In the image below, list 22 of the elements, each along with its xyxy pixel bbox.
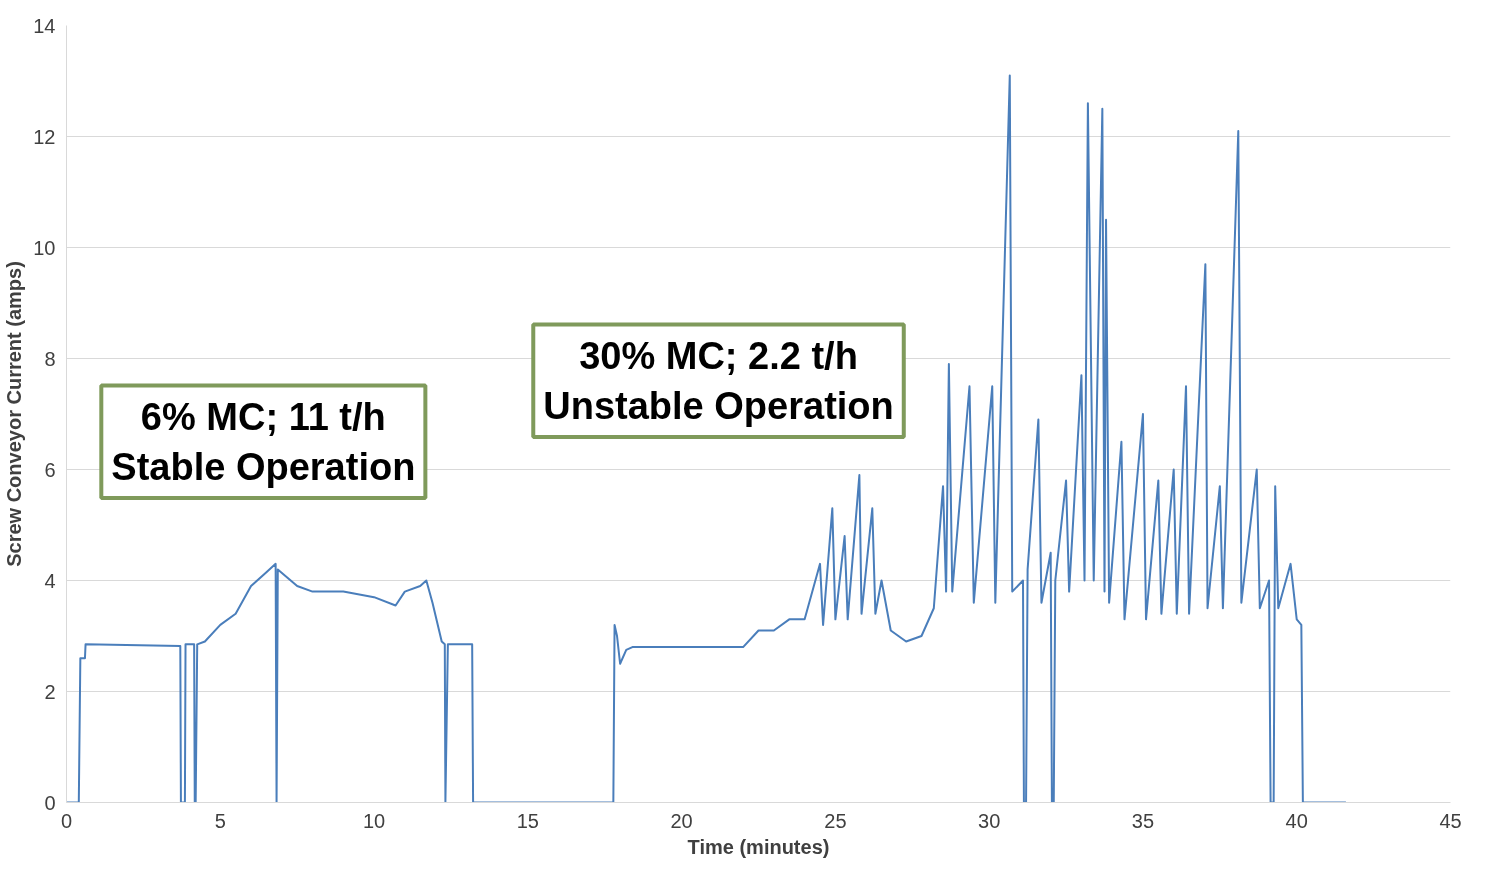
- x-tick-label: 30: [978, 809, 1001, 832]
- y-tick-label: 4: [44, 569, 56, 592]
- annotation: 6% MC; 11 t/h Stable Operation: [111, 395, 416, 488]
- y-tick-label: 6: [44, 458, 56, 481]
- x-tick-label: 10: [362, 809, 386, 832]
- x-tick-label: 35: [1131, 809, 1155, 832]
- x-tick-label: 45: [1439, 809, 1462, 832]
- y-tick-label: 12: [33, 125, 56, 148]
- y-tick-label: 14: [33, 14, 56, 37]
- x-tick-label: 20: [670, 809, 693, 832]
- y-tick-label: 0: [44, 791, 56, 814]
- x-tick-label: 5: [214, 809, 226, 832]
- y-tick-label: 10: [33, 236, 56, 259]
- y-axis-title: Screw Conveyor Current (amps): [3, 261, 26, 567]
- x-tick-label: 15: [516, 809, 539, 832]
- x-tick-label: 0: [60, 809, 73, 832]
- y-tick-label: 8: [44, 347, 56, 370]
- y-tick-label: 2: [44, 680, 56, 703]
- annotation: 30% MC; 2.2 t/h Unstable Operation: [543, 334, 894, 427]
- x-axis-title: Time (minutes): [687, 835, 830, 858]
- x-tick-label: 40: [1285, 809, 1308, 832]
- x-tick-label: 25: [824, 809, 847, 832]
